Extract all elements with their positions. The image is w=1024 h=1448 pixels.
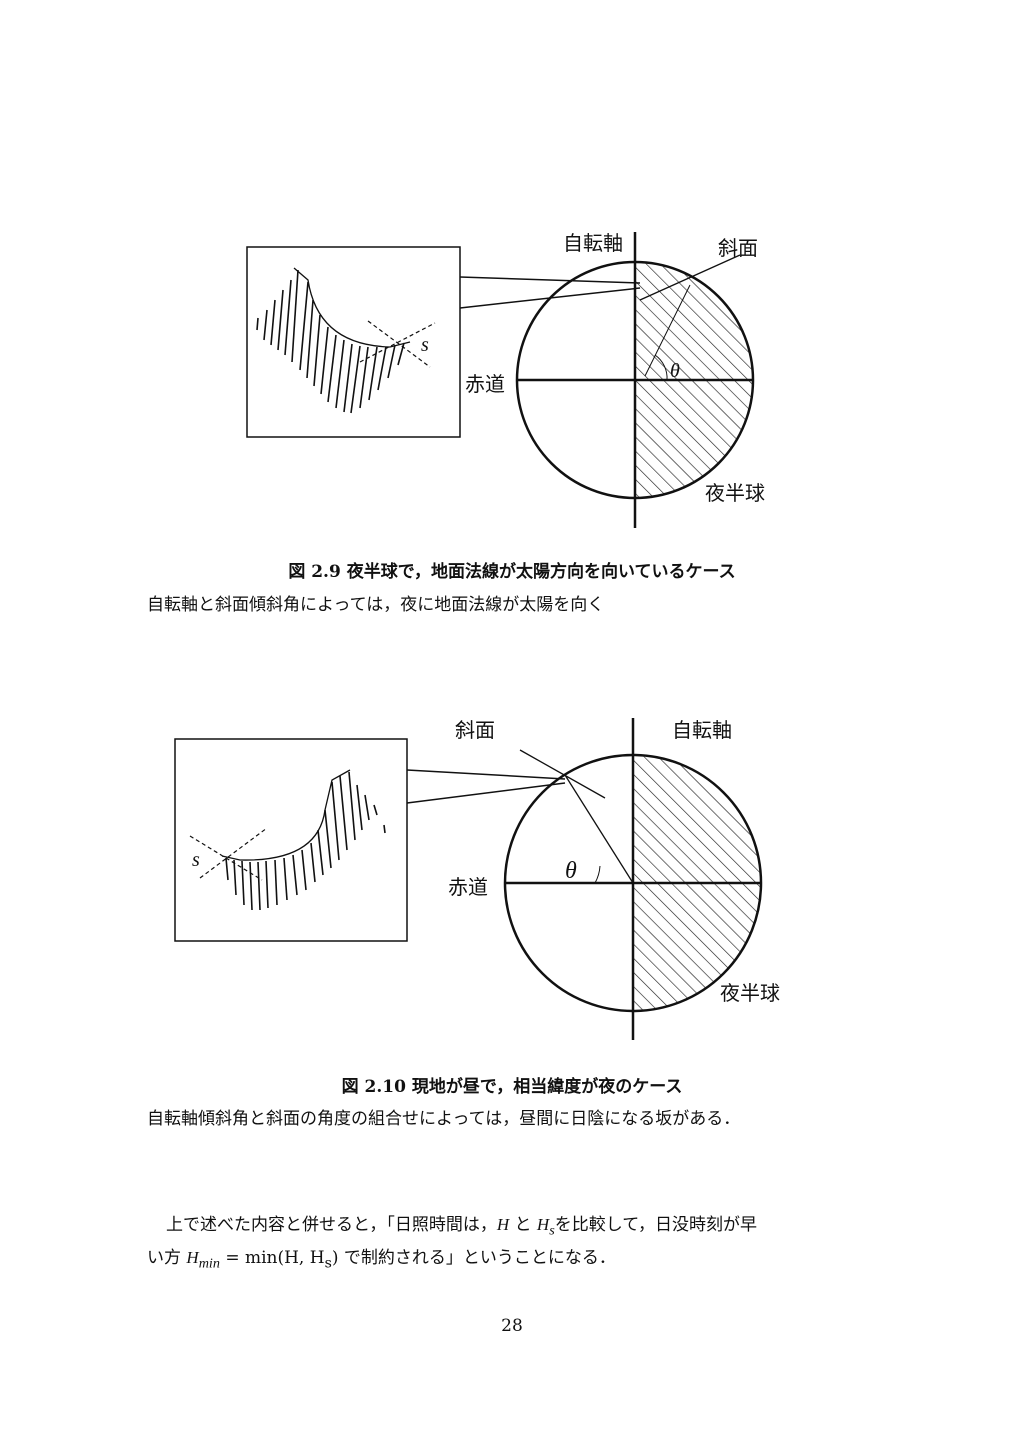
figure1-label-slope: 斜面 bbox=[718, 236, 758, 260]
formula-sub: s bbox=[324, 1255, 332, 1272]
var-hs: Hs bbox=[536, 1215, 555, 1238]
figure1-inset bbox=[246, 246, 641, 438]
figure2-normal-line bbox=[564, 774, 634, 884]
text: で制約される」ということになる． bbox=[338, 1248, 616, 1268]
figure1-label-equator: 赤道 bbox=[465, 372, 505, 396]
var-h: H bbox=[496, 1215, 510, 1234]
page-number: 28 bbox=[501, 1316, 523, 1336]
paragraph-line-2: い方 Hmin = min(H, Hs) で制約される」ということになる． bbox=[147, 1243, 616, 1272]
text: い方 bbox=[147, 1248, 187, 1268]
text: と bbox=[509, 1215, 537, 1235]
text: 上で述べた内容と併せると，「日照時間は， bbox=[166, 1215, 497, 1235]
figure1-description: 自転軸と斜面傾斜角によっては，夜に地面法線が太陽を向く bbox=[147, 595, 605, 615]
formula: = min(H, H bbox=[219, 1248, 325, 1268]
figure2-label-night: 夜半球 bbox=[720, 981, 780, 1005]
figure2-label-theta: θ bbox=[565, 858, 577, 884]
paragraph-line-1: 上で述べた内容と併せると，「日照時間は，H と Hsを比較して，日没時刻が早 bbox=[166, 1210, 757, 1239]
formula-end: ) bbox=[331, 1248, 339, 1268]
figure2-globe bbox=[503, 718, 763, 1040]
figure1-label-axis: 自転軸 bbox=[563, 231, 623, 255]
figure1-label-night: 夜半球 bbox=[705, 481, 765, 505]
figure1-globe bbox=[515, 232, 755, 528]
var-hmin: Hmin bbox=[186, 1248, 220, 1271]
figure2-label-axis: 自転軸 bbox=[672, 718, 732, 742]
figure2-description: 自転軸傾斜角と斜面の角度の組合せによっては，昼間に日陰になる坂がある． bbox=[147, 1109, 741, 1129]
figure2-slope-line bbox=[519, 749, 606, 799]
text: を比較して，日没時刻が早 bbox=[554, 1215, 758, 1235]
figure1-caption: 図 2.9 夜半球で，地面法線が太陽方向を向いているケース bbox=[288, 562, 736, 582]
figure2-inset bbox=[174, 738, 566, 942]
figure2-label-equator: 赤道 bbox=[448, 875, 488, 899]
figure1-label-s: s bbox=[421, 334, 429, 356]
figure1-label-theta: θ bbox=[670, 360, 680, 382]
figure2-label-slope: 斜面 bbox=[455, 718, 495, 742]
var-base: H bbox=[536, 1215, 550, 1234]
figure2-label-s: s bbox=[192, 849, 200, 871]
figure1-slope-line bbox=[639, 254, 741, 301]
var-base: H bbox=[186, 1248, 199, 1267]
figure1-normal-line bbox=[644, 284, 691, 377]
var-sub: s bbox=[549, 1222, 555, 1239]
var-sub: min bbox=[198, 1255, 220, 1272]
figure2-caption: 図 2.10 現地が昼で，相当緯度が夜のケース bbox=[341, 1077, 683, 1097]
